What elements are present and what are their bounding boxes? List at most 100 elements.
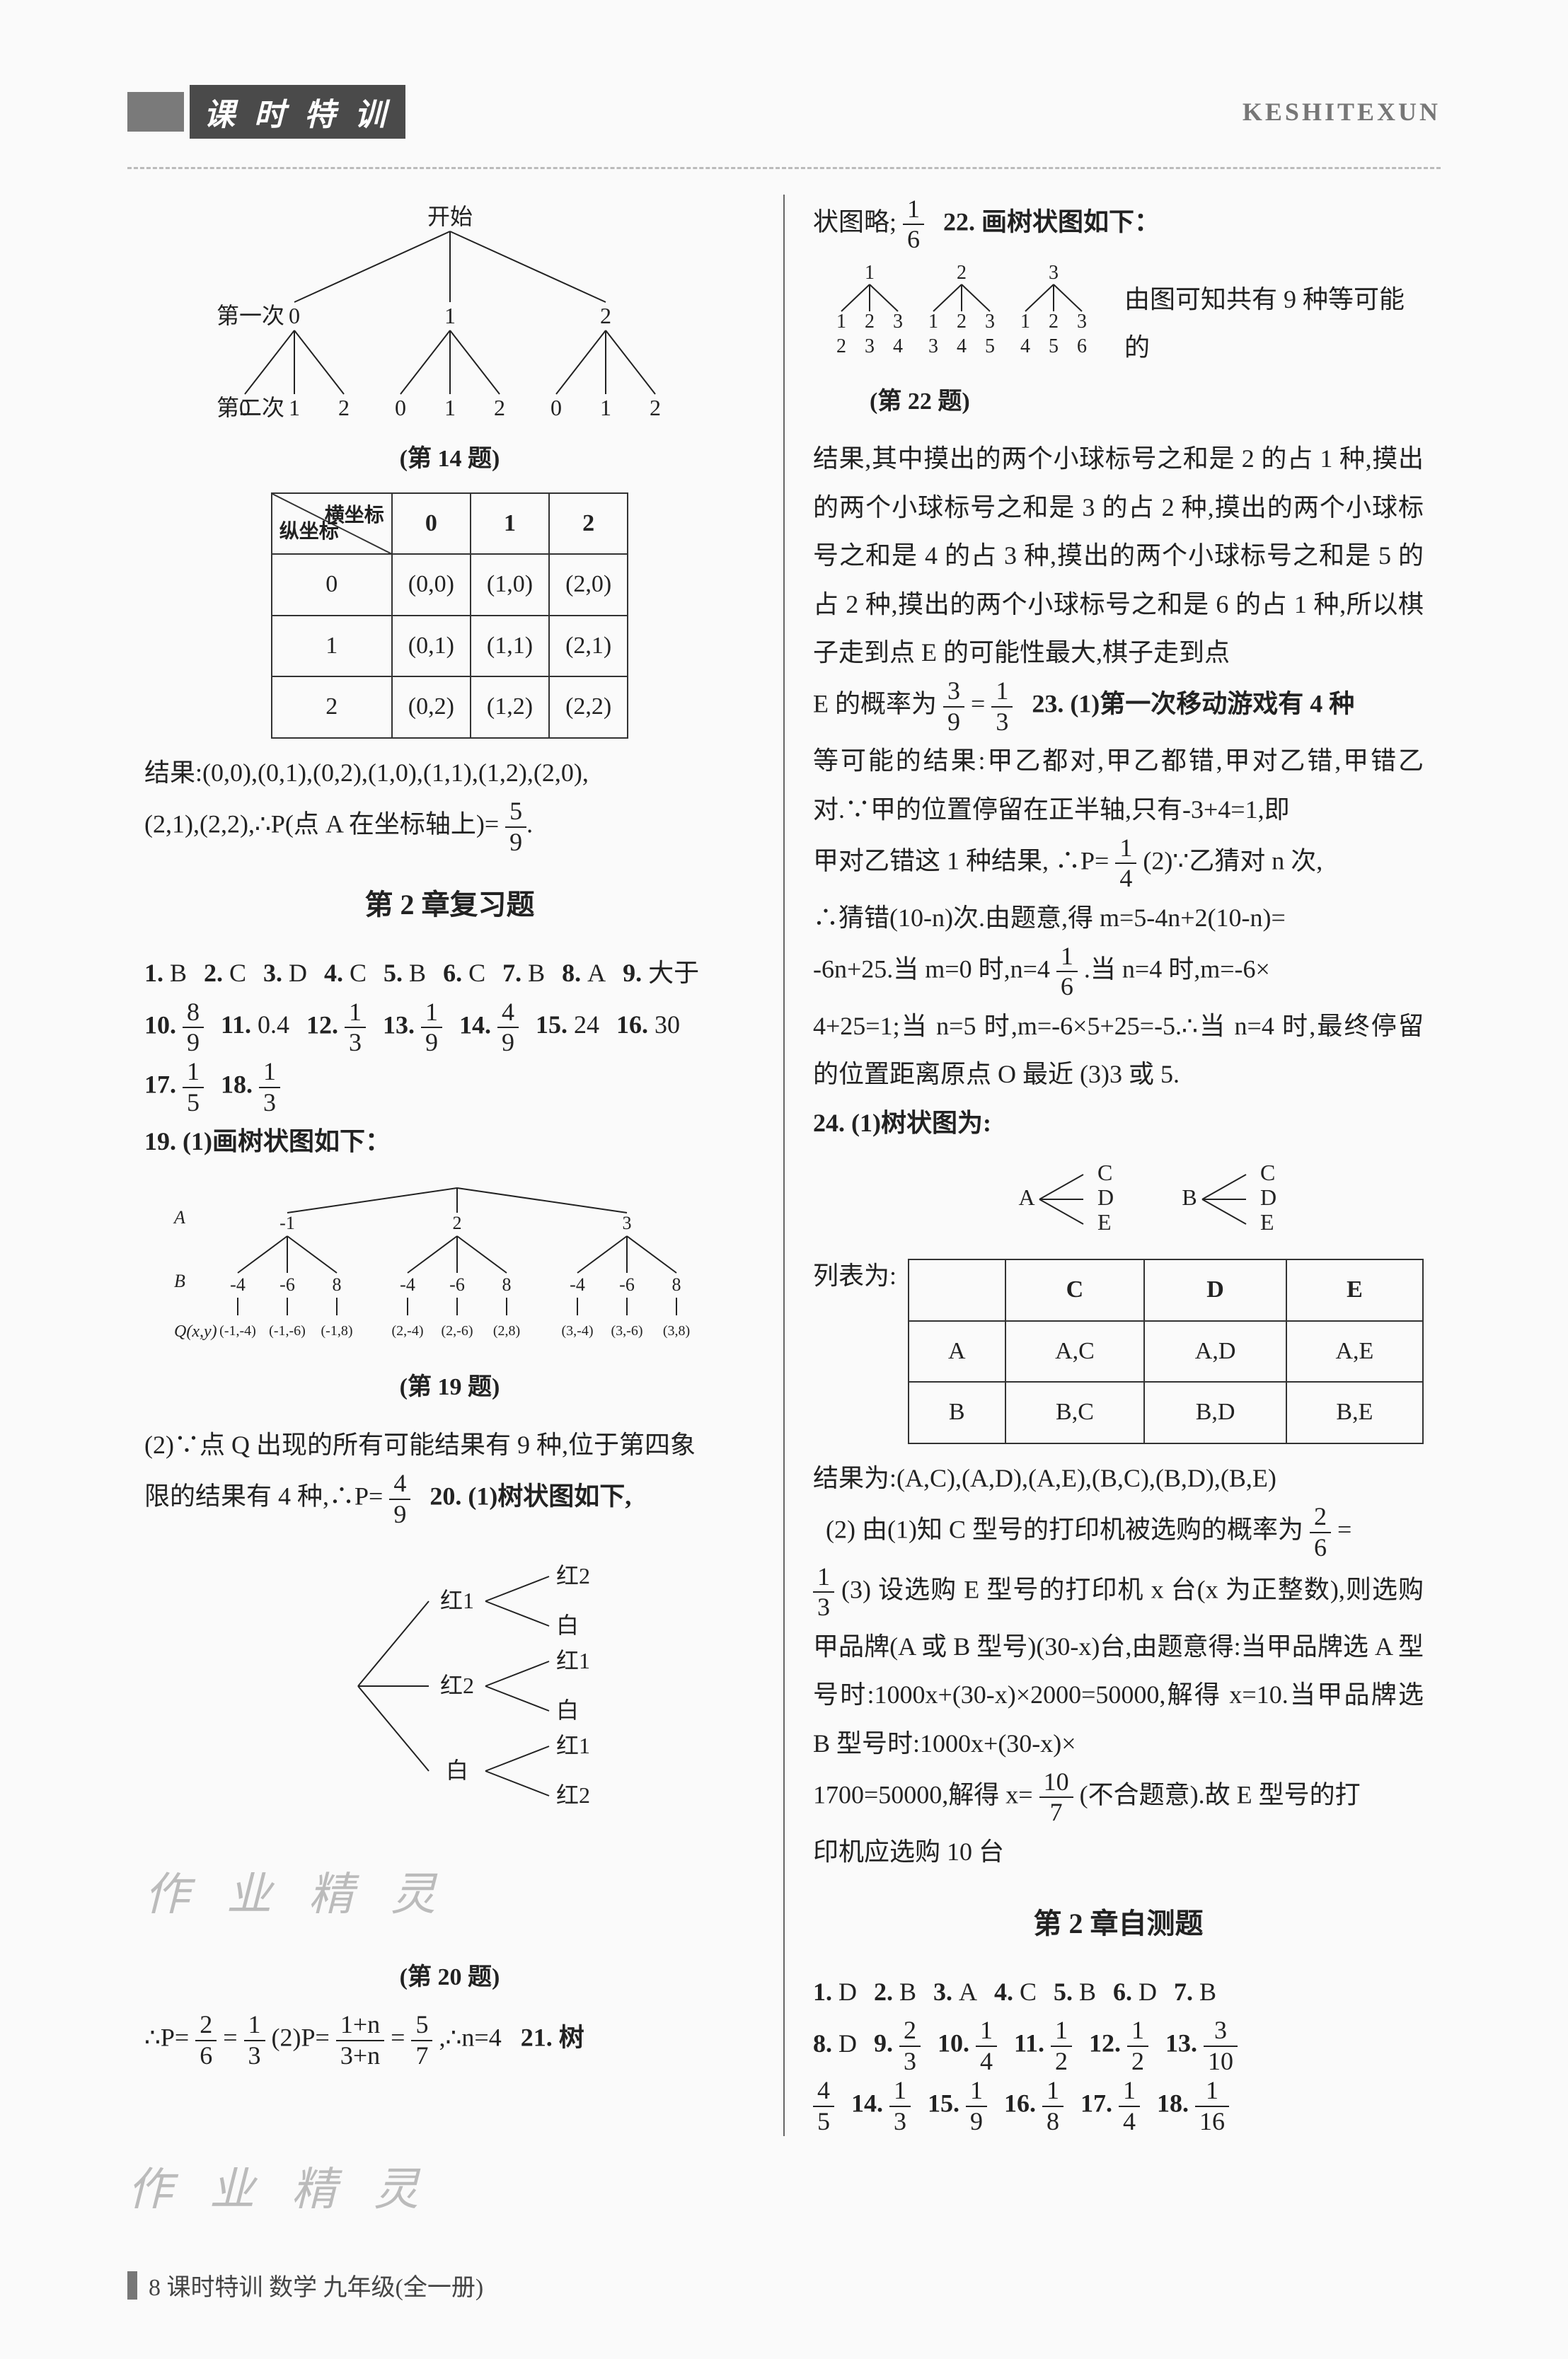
svg-text:5: 5	[1049, 335, 1059, 357]
svg-text:4: 4	[893, 335, 903, 357]
svg-text:-6: -6	[449, 1274, 465, 1295]
svg-text:2: 2	[650, 395, 661, 420]
page-columns: 开始 0 1 2 第一次 012012012 第二次 (第 14 题) 横坐标 …	[127, 195, 1441, 2136]
ch2review-answers: 1. B2. C3. D4. C5. B6. C7. B8. A9. 大于10.…	[144, 949, 755, 1117]
r-para1: 结果,其中摸出的两个小球标号之和是 2 的占 1 种,摸出的两个小球标号之和是 …	[813, 434, 1424, 676]
ch2test-line2: 8. D9. 2310. 1411. 1212. 1213. 310	[813, 2016, 1424, 2076]
svg-text:(-1,-6): (-1,-6)	[269, 1323, 306, 1339]
q24-p3b: 1700=50000,解得 x= 107 (不合题意).故 E 型号的打	[813, 1767, 1424, 1828]
svg-text:2: 2	[452, 1213, 461, 1233]
svg-text:-4: -4	[400, 1274, 415, 1295]
svg-text:2: 2	[865, 311, 875, 333]
svg-text:第二次: 第二次	[217, 395, 284, 420]
q22-row: 112233421324353142536 由图可知共有 9 种等可能的	[813, 255, 1424, 372]
svg-text:0: 0	[395, 395, 406, 420]
ch2test-line1: 1. D2. B3. A4. C5. B6. D7. B	[813, 1968, 1424, 2016]
svg-text:2: 2	[957, 262, 967, 284]
q24-p3: 13 (3) 设选购 E 型号的打印机 x 台(x 为正整数),则选购甲品牌(A…	[813, 1562, 1424, 1767]
q14-result-2: (2,1),(2,2),∴P(点 A 在坐标轴上)= 59.	[144, 797, 755, 857]
footer-text: 8 课时特训 数学 九年级(全一册)	[149, 2268, 483, 2302]
svg-text:B: B	[174, 1271, 185, 1291]
svg-text:(-1,8): (-1,8)	[321, 1323, 352, 1339]
q24-p2: (2) 由(1)知 C 型号的打印机被选购的概率为 26 =	[813, 1502, 1424, 1562]
svg-text:4: 4	[1020, 335, 1030, 357]
svg-text:8: 8	[332, 1274, 341, 1295]
svg-text:2: 2	[1049, 311, 1059, 333]
svg-text:2: 2	[957, 311, 967, 333]
svg-text:1: 1	[836, 311, 846, 333]
svg-text:1: 1	[600, 395, 611, 420]
q24-table-row: 列表为: CDEAA,CA,DA,EBB,CB,DB,E	[813, 1252, 1424, 1454]
svg-text:-4: -4	[570, 1274, 585, 1295]
q20-caption: (第 20 题)	[144, 1955, 755, 2001]
tree-start: 开始	[427, 204, 472, 229]
svg-text:D: D	[1260, 1184, 1276, 1210]
q24-table-intro: 列表为:	[813, 1252, 897, 1300]
q20-tree: 红1红2白红2红1白白红1红2	[266, 1538, 634, 1835]
svg-text:3: 3	[622, 1213, 631, 1233]
svg-text:白: 白	[556, 1613, 579, 1638]
svg-text:第一次: 第一次	[217, 303, 284, 328]
svg-text:3: 3	[1049, 262, 1059, 284]
svg-text:白: 白	[556, 1697, 579, 1723]
svg-text:Q(x,y): Q(x,y)	[174, 1322, 217, 1341]
page-header: 课 时 特 训 KESHITEXUN	[127, 85, 1441, 139]
q23-body1: 等可能的结果:甲乙都对,甲乙都错,甲对乙错,甲错乙对.∵甲的位置停留在正半轴,只…	[813, 737, 1424, 834]
q19-tree: A B Q(x,y) -123 -4-68-4-68-4-68 (-1,-4)(…	[160, 1174, 740, 1358]
q22-tail: 由图可知共有 9 种等可能的	[1124, 275, 1424, 372]
svg-text:1: 1	[444, 303, 456, 328]
svg-text:2: 2	[338, 395, 350, 420]
svg-text:4: 4	[957, 335, 967, 357]
q14-tree: 开始 0 1 2 第一次 012012012 第二次	[195, 203, 705, 429]
svg-text:2: 2	[600, 303, 611, 328]
svg-text:B: B	[1182, 1184, 1197, 1210]
svg-text:(3,-6): (3,-6)	[611, 1323, 642, 1339]
svg-text:A: A	[1018, 1184, 1034, 1210]
watermark-bottom: 作 业 精 灵	[127, 2153, 1441, 2218]
r-para1-end: E 的概率为 39 = 13 23. (1)第一次移动游戏有 4 种	[813, 676, 1424, 737]
ch2review-title: 第 2 章复习题	[144, 878, 755, 932]
svg-text:1: 1	[928, 311, 938, 333]
svg-text:3: 3	[928, 335, 938, 357]
svg-text:1: 1	[865, 262, 875, 284]
svg-text:3: 3	[865, 335, 875, 357]
svg-text:-4: -4	[230, 1274, 246, 1295]
q14-result-1: 结果:(0,0),(0,1),(0,2),(1,0),(1,1),(1,2),(…	[144, 749, 755, 797]
svg-text:(2,8): (2,8)	[492, 1323, 519, 1339]
ch2test-line3: 4514. 1315. 1916. 1817. 1418. 116	[813, 2076, 1424, 2136]
q19-part2a: (2)∵点 Q 出现的所有可能结果有 9 种,位于第四象	[144, 1421, 755, 1469]
q19-intro: 19. (1)画树状图如下：	[144, 1117, 755, 1165]
q20-line: ∴P= 26 = 13 (2)P= 1+n3+n = 57 ,∴n=4 21. …	[144, 2010, 755, 2070]
svg-text:E: E	[1260, 1209, 1274, 1235]
q24-table: CDEAA,CA,DA,EBB,CB,DB,E	[908, 1259, 1424, 1444]
header-accent-block	[127, 92, 184, 132]
svg-text:3: 3	[893, 311, 903, 333]
watermark: 作 业 精 灵	[144, 1852, 755, 1938]
svg-text:5: 5	[985, 335, 995, 357]
q24-p3c: 印机应选购 10 台	[813, 1828, 1424, 1876]
q23-body5: -6n+25.当 m=0 时,n=4 16 .当 n=4 时,m=-6×	[813, 942, 1424, 1002]
svg-text:(3,-4): (3,-4)	[561, 1323, 593, 1339]
svg-text:红1: 红1	[556, 1733, 590, 1758]
q23-body4: ∴猜错(10-n)次.由题意,得 m=5-4n+2(10-n)=	[813, 894, 1424, 942]
footer-accent	[127, 2271, 137, 2300]
svg-text:E: E	[1097, 1209, 1112, 1235]
page-footer: 8 课时特训 数学 九年级(全一册)	[127, 2268, 1441, 2302]
q19-caption: (第 19 题)	[144, 1365, 755, 1411]
header-pinyin: KESHITEXUN	[1243, 97, 1441, 127]
svg-text:(2,-6): (2,-6)	[441, 1323, 473, 1339]
svg-text:红2: 红2	[556, 1563, 590, 1588]
header-title: 课 时 特 训	[190, 85, 405, 139]
r-line1: 状图略; 16 22. 画树状图如下：	[813, 195, 1424, 255]
column-right: 状图略; 16 22. 画树状图如下： 11223342132435314253…	[785, 195, 1441, 2136]
svg-text:1: 1	[289, 395, 300, 420]
q24-result: 结果为:(A,C),(A,D),(A,E),(B,C),(B,D),(B,E)	[813, 1454, 1424, 1502]
svg-text:-1: -1	[279, 1213, 295, 1233]
q19-part2b: 限的结果有 4 种,∴P= 49 20. (1)树状图如下,	[144, 1469, 755, 1529]
svg-text:D: D	[1097, 1184, 1114, 1210]
svg-text:C: C	[1097, 1160, 1112, 1185]
svg-text:0: 0	[550, 395, 562, 420]
q14-caption: (第 14 题)	[144, 437, 755, 483]
svg-text:红2: 红2	[556, 1782, 590, 1808]
svg-text:A: A	[173, 1207, 185, 1228]
